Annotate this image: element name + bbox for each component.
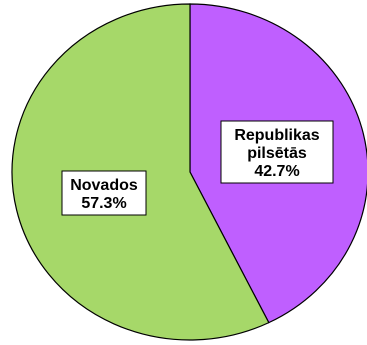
slice-label-0-line-0: Republikas xyxy=(234,127,319,144)
slice-label-0-line-2: 42.7% xyxy=(254,163,299,180)
slice-label-box-1 xyxy=(61,170,147,216)
slice-label-0-line-1: pilsētās xyxy=(247,145,307,162)
slice-label-box-0 xyxy=(220,120,334,184)
slice-label-1-line-0: Novados xyxy=(70,177,138,194)
slice-label-1-line-1: 57.3% xyxy=(81,195,126,212)
